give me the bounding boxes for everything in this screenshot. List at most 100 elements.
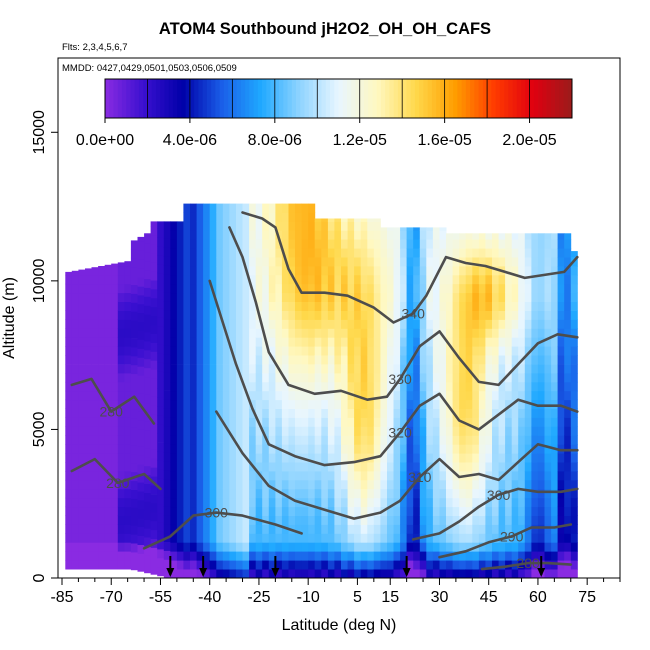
heatmap-cell — [505, 239, 513, 249]
heatmap-cell — [419, 417, 427, 427]
heatmap-cell — [518, 506, 526, 516]
heatmap-cell — [354, 266, 362, 276]
heatmap-cell — [176, 471, 184, 481]
heatmap-cell — [367, 257, 375, 267]
heatmap-cell — [98, 319, 106, 329]
heatmap-cell — [255, 373, 263, 383]
heatmap-cell — [327, 560, 335, 570]
heatmap-cell — [144, 510, 152, 520]
heatmap-cell — [531, 560, 539, 570]
heatmap-cell — [557, 257, 565, 267]
heatmap-cell — [400, 471, 408, 481]
heatmap-cell — [439, 471, 447, 481]
heatmap-cell — [518, 381, 526, 392]
heatmap-cell — [242, 381, 250, 392]
heatmap-cell — [524, 373, 532, 383]
heatmap-cell — [465, 542, 473, 552]
heatmap-cell — [137, 562, 145, 572]
heatmap-cell — [367, 221, 375, 231]
heatmap-cell — [544, 283, 552, 294]
heatmap-cell — [314, 435, 322, 445]
heatmap-cell — [537, 524, 545, 534]
heatmap-cell — [387, 435, 394, 445]
heatmap-cell — [518, 328, 526, 338]
heatmap-cell — [281, 444, 289, 454]
heatmap-cell — [255, 346, 263, 356]
heatmap-cell — [157, 397, 165, 407]
heatmap-cell — [360, 426, 368, 436]
heatmap-cell — [524, 310, 532, 320]
heatmap-cell — [505, 257, 513, 267]
heatmap-cell — [281, 426, 289, 436]
heatmap-cell — [531, 515, 539, 525]
heatmap-cell — [216, 435, 224, 445]
heatmap-cell — [373, 551, 381, 561]
heatmap-cell — [472, 346, 480, 356]
heatmap-cell — [478, 381, 486, 392]
heatmap-cell — [472, 233, 480, 240]
heatmap-cell — [203, 417, 211, 427]
heatmap-cell — [341, 399, 348, 409]
heatmap-cell — [314, 524, 322, 534]
heatmap-cell — [203, 524, 211, 534]
heatmap-cell — [360, 292, 368, 302]
heatmap-cell — [459, 373, 467, 383]
heatmap-cell — [413, 230, 421, 240]
heatmap-cell — [130, 516, 138, 526]
heatmap-cell — [196, 462, 204, 472]
heatmap-cell — [478, 346, 486, 356]
heatmap-cell — [485, 542, 493, 552]
heatmap-cell — [130, 427, 138, 437]
heatmap-cell — [426, 301, 434, 311]
heatmap-cell — [98, 328, 106, 338]
heatmap-cell — [170, 435, 178, 445]
heatmap-cell — [163, 550, 171, 560]
heatmap-cell — [176, 524, 184, 534]
heatmap-cell — [426, 399, 434, 409]
heatmap-cell — [347, 560, 355, 570]
heatmap-cell — [380, 399, 388, 409]
heatmap-cell — [334, 408, 342, 418]
heatmap-cell — [163, 497, 171, 507]
heatmap-cell — [222, 462, 230, 472]
heatmap-cell — [190, 328, 197, 338]
heatmap-cell — [314, 488, 322, 499]
colorbar-swatch — [304, 79, 310, 118]
colorbar-swatch — [355, 79, 361, 118]
heatmap-cell — [400, 248, 408, 258]
heatmap-cell — [498, 283, 506, 294]
heatmap-cell — [354, 569, 362, 578]
colorbar-swatch — [376, 79, 382, 118]
heatmap-cell — [301, 542, 309, 552]
heatmap-cell — [157, 468, 165, 479]
heatmap-cell — [373, 292, 381, 302]
heatmap-cell — [150, 413, 158, 424]
heatmap-cell — [281, 506, 289, 516]
heatmap-cell — [301, 569, 309, 578]
heatmap-cell — [78, 399, 86, 409]
heatmap-cell — [104, 355, 112, 365]
heatmap-cell — [551, 373, 559, 383]
heatmap-cell — [65, 533, 73, 543]
heatmap-cell — [163, 327, 171, 337]
heatmap-cell — [406, 257, 414, 267]
heatmap-cell — [281, 319, 289, 329]
heatmap-cell — [485, 515, 493, 525]
heatmap-cell — [367, 560, 375, 570]
flight-arrow-head — [537, 568, 546, 577]
heatmap-cell — [301, 381, 309, 392]
heatmap-cell — [183, 203, 191, 213]
heatmap-cell — [242, 560, 250, 570]
heatmap-cell — [236, 435, 243, 445]
colorbar-swatch — [321, 79, 327, 118]
heatmap-cell — [249, 239, 257, 249]
heatmap-cell — [360, 319, 368, 329]
heatmap-cell — [413, 310, 421, 320]
heatmap-cell — [498, 319, 506, 329]
heatmap-cell — [393, 346, 401, 356]
colorbar-swatch — [262, 79, 267, 118]
y-tick-label: 10000 — [31, 259, 48, 304]
heatmap-cell — [478, 283, 486, 294]
heatmap-cell — [387, 453, 394, 463]
heatmap-cell — [478, 266, 486, 276]
